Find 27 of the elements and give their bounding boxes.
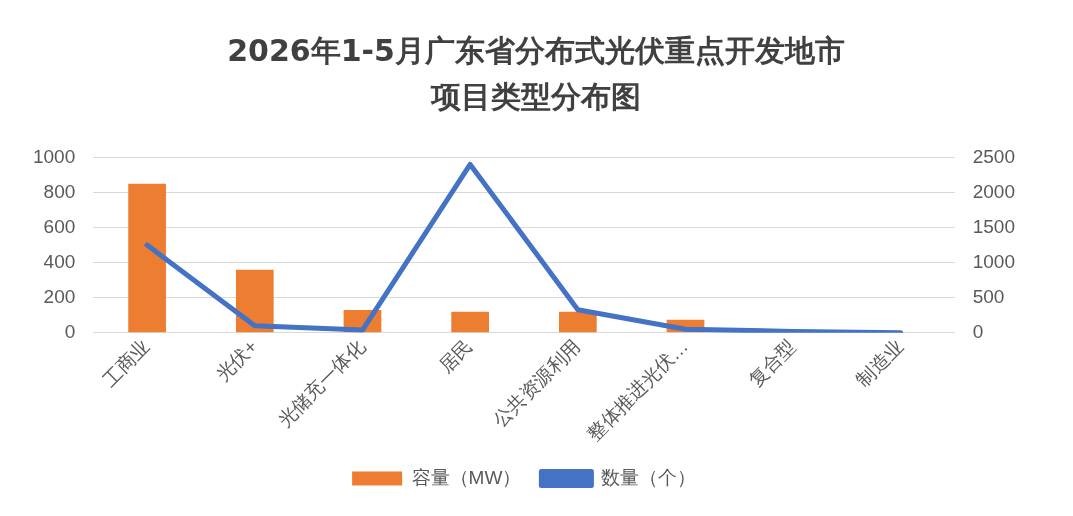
chart-title: 2026年1-5月广东省分布式光伏重点开发地市项目类型分布图 [226,32,846,116]
bar [451,311,489,333]
legend-label: 数量（个） [600,466,696,488]
x-tick-label: 光伏+ [211,335,262,386]
x-tick-label: 复合型 [744,335,800,391]
y-tick-label: 400 [43,250,76,272]
y-tick-label: 0 [64,321,76,343]
y2-tick-label: 1000 [972,250,1016,272]
y2-tick-label: 2000 [972,180,1016,202]
x-tick-label: 制造业 [852,335,908,391]
bar [235,269,274,333]
legend-label: 容量（MW） [411,466,522,488]
x-tick-label: 工商业 [98,335,154,391]
y-tick-label: 1000 [32,145,76,167]
y2-tick-label: 0 [972,321,984,343]
bar [559,311,597,333]
y2-tick-label: 2500 [972,145,1016,167]
y-tick-label: 200 [43,285,76,307]
x-tick-label: 居民 [434,335,477,378]
x-tick-label: 公共资源利用 [488,335,585,432]
y2-tick-label: 500 [972,285,1005,307]
x-tick-label: 整体推进光伏… [583,335,693,445]
y2-tick-label: 1500 [972,215,1016,237]
y-tick-label: 800 [43,180,76,202]
x-tick-label: 光储充一体化 [273,335,370,432]
bar [128,183,166,333]
y-tick-label: 600 [43,215,76,237]
